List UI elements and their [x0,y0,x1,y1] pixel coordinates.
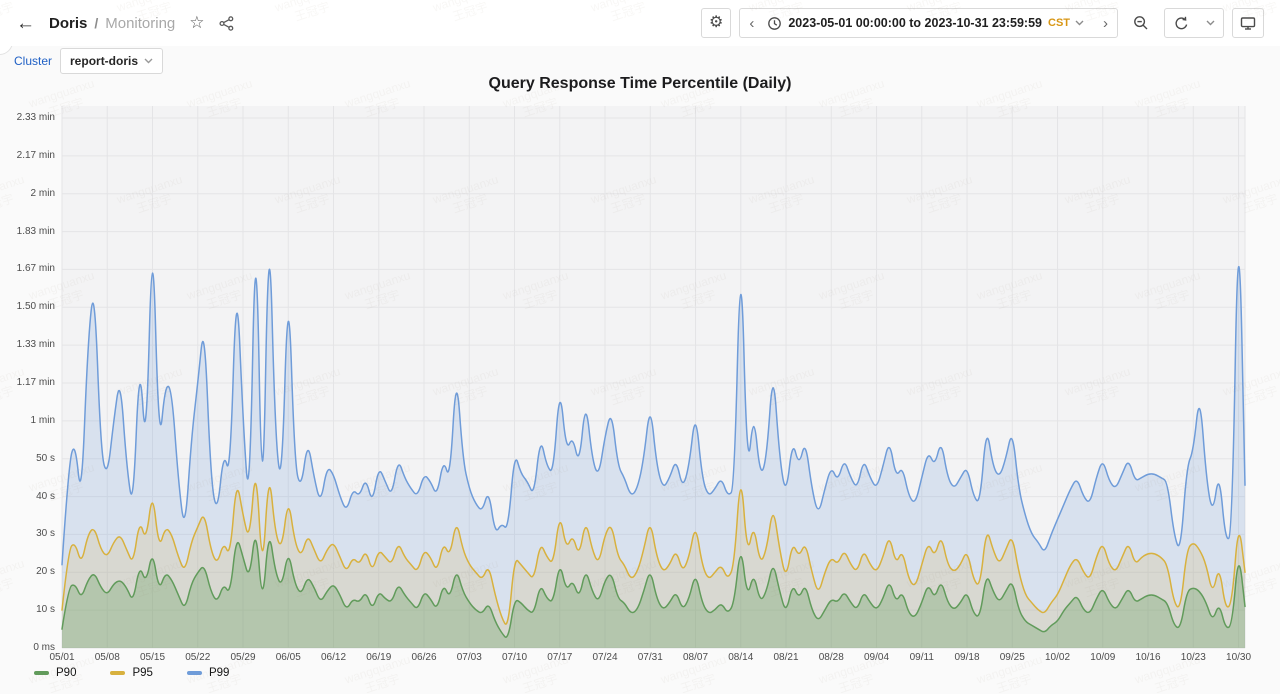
time-shift-back-button[interactable]: ‹ [749,14,755,32]
y-axis-label: 2.33 min [16,112,55,123]
filter-row: Cluster report-doris [14,47,164,75]
series-p90 [61,539,1246,648]
timezone-badge: CST [1048,17,1070,29]
legend-dash-icon [34,671,49,675]
time-range-value: 2023-05-01 00:00:00 to 2023-10-31 23:59:… [788,16,1042,30]
x-axis-label: 06/05 [275,652,301,663]
y-axis-label: 50 s [36,452,55,464]
y-axis-label: 1 min [30,414,55,426]
x-axis-label: 06/12 [320,652,347,663]
chart-legend: P90 P95 P99 [34,667,229,679]
x-axis-label: 08/07 [683,652,709,663]
cluster-label: Cluster [14,54,53,68]
refresh-interval-dropdown[interactable] [1198,9,1223,37]
x-axis-label: 09/04 [864,652,890,663]
x-axis-label: 06/19 [366,652,392,663]
x-axis-label: 07/10 [501,652,528,663]
zoom-out-icon [1134,16,1148,30]
time-shift-forward-button[interactable]: › [1103,14,1108,32]
x-axis-label: 10/30 [1226,652,1252,663]
chevron-down-icon [144,58,153,64]
legend-item-p95[interactable]: P95 [110,667,153,679]
y-axis-label: 10 s [36,604,55,616]
zoom-out-button[interactable] [1126,8,1156,38]
tv-mode-button[interactable] [1232,8,1264,38]
chart-toolbar: ⚙ ‹ 2023-05-01 00:00:00 to 2023-10-31 23… [701,8,1264,38]
chart-title: Query Response Time Percentile (Daily) [488,75,792,92]
x-axis-label: 05/15 [139,652,166,663]
y-axis-label: 1.33 min [16,339,55,351]
y-axis-label: 1.17 min [16,377,55,388]
refresh-control [1164,8,1224,38]
series-p95 [61,482,1246,648]
x-axis-label: 05/08 [94,652,120,663]
chevron-down-icon [1206,20,1215,26]
legend-dash-icon [186,671,202,675]
series-p99 [61,265,1246,648]
y-axis-label: 0 ms [33,642,55,653]
x-axis-label: 06/26 [411,652,437,663]
x-axis-label: 05/22 [185,652,211,663]
y-axis-label: 20 s [36,566,55,578]
clock-icon [768,16,782,30]
legend-label: P95 [132,667,153,679]
legend-item-p99[interactable]: P99 [186,667,230,679]
x-axis-label: 05/29 [230,652,256,663]
legend-label: P99 [208,667,230,679]
breadcrumb-separator: / [94,15,99,31]
y-axis-label: 1.83 min [16,225,55,237]
cluster-value: report-doris [70,54,139,68]
share-icon[interactable] [218,15,234,31]
x-axis-label: 07/17 [547,652,573,663]
star-icon[interactable]: ☆ [189,13,205,32]
legend-label: P90 [56,667,77,679]
y-axis-label: 2.17 min [16,149,55,161]
time-range-button[interactable]: 2023-05-01 00:00:00 to 2023-10-31 23:59:… [763,9,1094,37]
x-axis-label: 10/02 [1045,652,1071,663]
legend-item-p90[interactable]: P90 [34,667,76,679]
x-axis-label: 09/25 [999,652,1025,663]
x-axis-label: 08/21 [773,652,799,663]
y-axis-label: 1.50 min [16,301,55,313]
x-axis-label: 09/18 [954,652,980,663]
display-icon [1240,16,1256,30]
y-axis-label: 2 min [30,187,55,199]
x-axis-label: 05/01 [49,652,75,663]
time-range-picker: ‹ 2023-05-01 00:00:00 to 2023-10-31 23:5… [739,8,1118,38]
x-axis-label: 08/14 [728,652,754,663]
x-axis-label: 09/11 [909,652,934,663]
x-axis-label: 10/23 [1180,652,1206,663]
x-axis-label: 10/16 [1135,652,1161,663]
y-axis-label: 30 s [36,528,55,540]
breadcrumb-page: Monitoring [105,14,176,32]
legend-dash-icon [110,671,126,675]
x-axis-label: 07/24 [592,652,618,663]
back-icon[interactable]: ← [16,12,35,34]
y-axis-label: 1.67 min [16,263,55,275]
x-axis-label: 07/31 [637,652,663,663]
x-axis-label: 08/28 [818,652,844,663]
cluster-select[interactable]: report-doris [60,48,164,74]
x-axis-label: 07/03 [456,652,482,663]
chevron-down-icon [1075,20,1084,26]
y-axis-label: 40 s [36,490,55,502]
gear-icon: ⚙ [709,14,724,31]
breadcrumb-app-title: Doris [49,14,88,32]
header-bar: ← Doris / Monitoring ☆ ⚙ ‹ [0,0,1280,46]
settings-button[interactable]: ⚙ [701,8,732,38]
refresh-button[interactable] [1165,9,1198,37]
refresh-icon [1175,16,1188,29]
x-axis-label: 10/09 [1090,652,1116,663]
